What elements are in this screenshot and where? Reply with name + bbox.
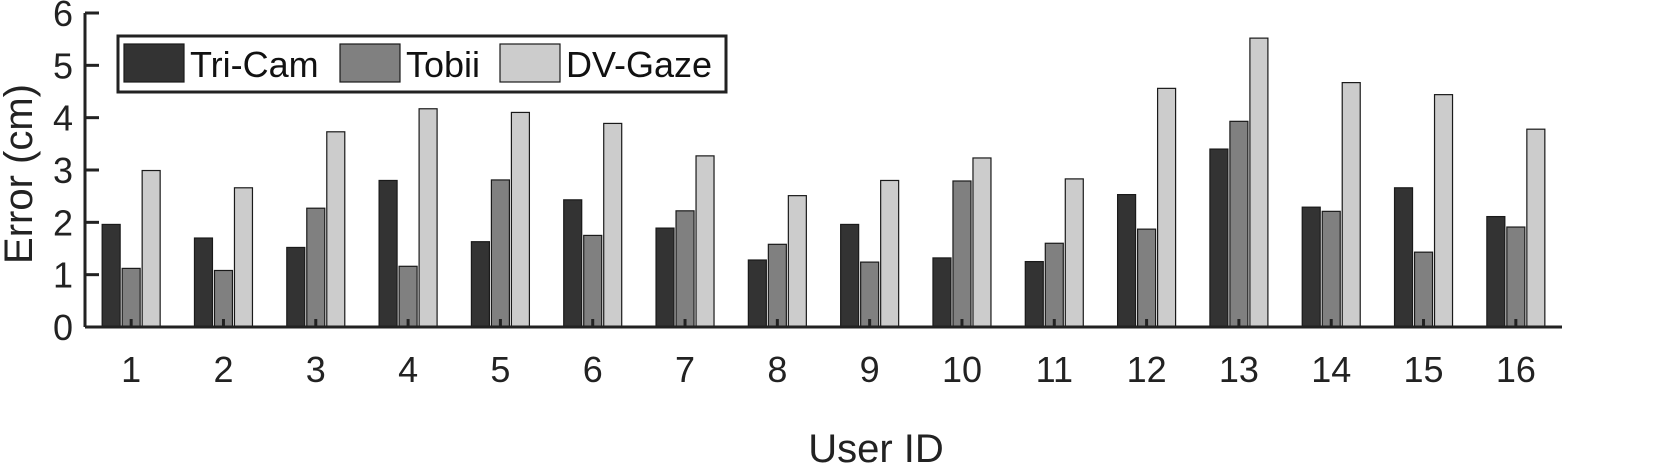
bar-tri-cam-user-8 bbox=[747, 259, 767, 328]
bar-dv-gaze-user-13 bbox=[1249, 37, 1269, 328]
bar-tobii-user-15 bbox=[1413, 251, 1434, 328]
bar-tobii-user-12 bbox=[1136, 228, 1157, 328]
bar-tri-cam-user-2 bbox=[193, 237, 214, 328]
x-tick-label: 11 bbox=[1036, 349, 1073, 390]
x-tick-label: 2 bbox=[213, 349, 233, 390]
bar-tri-cam-user-11 bbox=[1024, 260, 1044, 328]
legend-label-tobii: Tobii bbox=[406, 44, 480, 85]
bar-tobii-user-7 bbox=[675, 210, 695, 328]
bar-dv-gaze-user-7 bbox=[695, 155, 715, 328]
x-tick-label: 8 bbox=[767, 349, 787, 390]
bar-tri-cam-user-10 bbox=[932, 257, 952, 328]
bar-tri-cam-user-16 bbox=[1486, 215, 1506, 328]
x-tick-label: 16 bbox=[1496, 349, 1536, 390]
y-tick-label: 1 bbox=[53, 255, 73, 296]
bar-dv-gaze-user-3 bbox=[326, 131, 346, 328]
bar-dv-gaze-user-15 bbox=[1433, 94, 1454, 328]
bar-tobii-user-4 bbox=[398, 265, 418, 328]
y-axis-title: Error (cm) bbox=[0, 84, 41, 264]
bar-dv-gaze-user-5 bbox=[510, 111, 531, 328]
x-tick-label: 5 bbox=[490, 349, 510, 390]
y-tick-label: 6 bbox=[53, 0, 73, 34]
bar-tri-cam-user-12 bbox=[1116, 193, 1137, 328]
x-tick-label: 13 bbox=[1219, 349, 1259, 390]
bar-dv-gaze-user-2 bbox=[233, 187, 254, 328]
bar-tri-cam-user-14 bbox=[1301, 206, 1321, 328]
bar-tobii-user-8 bbox=[767, 243, 787, 328]
bar-tri-cam-user-7 bbox=[655, 227, 675, 328]
x-tick-label: 3 bbox=[306, 349, 326, 390]
bar-tobii-user-14 bbox=[1321, 210, 1341, 328]
x-tick-label: 14 bbox=[1311, 349, 1351, 390]
bar-dv-gaze-user-12 bbox=[1156, 87, 1177, 328]
bar-tobii-user-5 bbox=[490, 179, 511, 328]
bar-tri-cam-user-9 bbox=[840, 223, 860, 328]
bar-dv-gaze-user-6 bbox=[603, 122, 623, 328]
bar-tri-cam-user-6 bbox=[563, 199, 583, 328]
bar-dv-gaze-user-9 bbox=[880, 179, 900, 328]
x-tick-label: 6 bbox=[583, 349, 603, 390]
y-tick-label: 0 bbox=[53, 307, 73, 348]
x-tick-label: 10 bbox=[942, 349, 982, 390]
bar-tobii-user-9 bbox=[860, 261, 880, 328]
y-tick-label: 2 bbox=[53, 202, 73, 243]
legend-label-dv-gaze: DV-Gaze bbox=[566, 44, 712, 85]
bar-dv-gaze-user-14 bbox=[1341, 82, 1361, 328]
legend-swatch-dv-gaze bbox=[499, 43, 561, 83]
bar-tobii-user-11 bbox=[1044, 242, 1064, 328]
bar-tobii-user-13 bbox=[1229, 120, 1249, 328]
bar-tobii-user-3 bbox=[306, 207, 326, 328]
legend: Tri-Cam Tobii DV-Gaze bbox=[116, 34, 728, 94]
bar-tri-cam-user-13 bbox=[1209, 148, 1229, 328]
bar-tobii-user-2 bbox=[213, 269, 234, 328]
x-tick-label: 7 bbox=[675, 349, 695, 390]
legend-swatch-tobii bbox=[339, 43, 401, 83]
legend-swatch-tri-cam bbox=[123, 43, 185, 83]
bar-dv-gaze-user-16 bbox=[1526, 128, 1546, 328]
legend-box bbox=[116, 34, 728, 94]
bar-tobii-user-10 bbox=[952, 180, 972, 328]
x-axis-ticks: 1 2 3 4 5 6 7 8 9 10 11 12 13 14 15 16 bbox=[121, 319, 1536, 390]
x-tick-label: 4 bbox=[398, 349, 418, 390]
bar-tobii-user-16 bbox=[1506, 226, 1526, 328]
y-axis-ticks: 0 1 2 3 4 5 6 bbox=[53, 0, 99, 348]
bar-dv-gaze-user-8 bbox=[787, 195, 807, 328]
y-tick-label: 5 bbox=[53, 45, 73, 86]
bar-tri-cam-user-3 bbox=[286, 246, 306, 328]
y-tick-label: 4 bbox=[53, 98, 73, 139]
bar-dv-gaze-user-4 bbox=[418, 108, 438, 328]
legend-label-tri-cam: Tri-Cam bbox=[190, 44, 319, 85]
bar-tri-cam-user-15 bbox=[1393, 187, 1414, 328]
x-tick-label: 9 bbox=[860, 349, 880, 390]
bar-tobii-user-6 bbox=[583, 234, 603, 328]
bar-dv-gaze-user-1 bbox=[141, 169, 161, 328]
x-tick-label: 12 bbox=[1127, 349, 1167, 390]
bar-dv-gaze-user-10 bbox=[972, 157, 992, 328]
x-tick-label: 15 bbox=[1404, 349, 1444, 390]
bar-tri-cam-user-4 bbox=[378, 179, 398, 328]
bar-tri-cam-user-5 bbox=[470, 241, 491, 328]
bar-tobii-user-1 bbox=[121, 267, 141, 328]
y-tick-label: 3 bbox=[53, 150, 73, 191]
x-tick-label: 1 bbox=[121, 349, 141, 390]
x-axis-title: User ID bbox=[808, 427, 944, 469]
bar-dv-gaze-user-11 bbox=[1064, 178, 1084, 328]
bar-tri-cam-user-1 bbox=[101, 223, 121, 328]
